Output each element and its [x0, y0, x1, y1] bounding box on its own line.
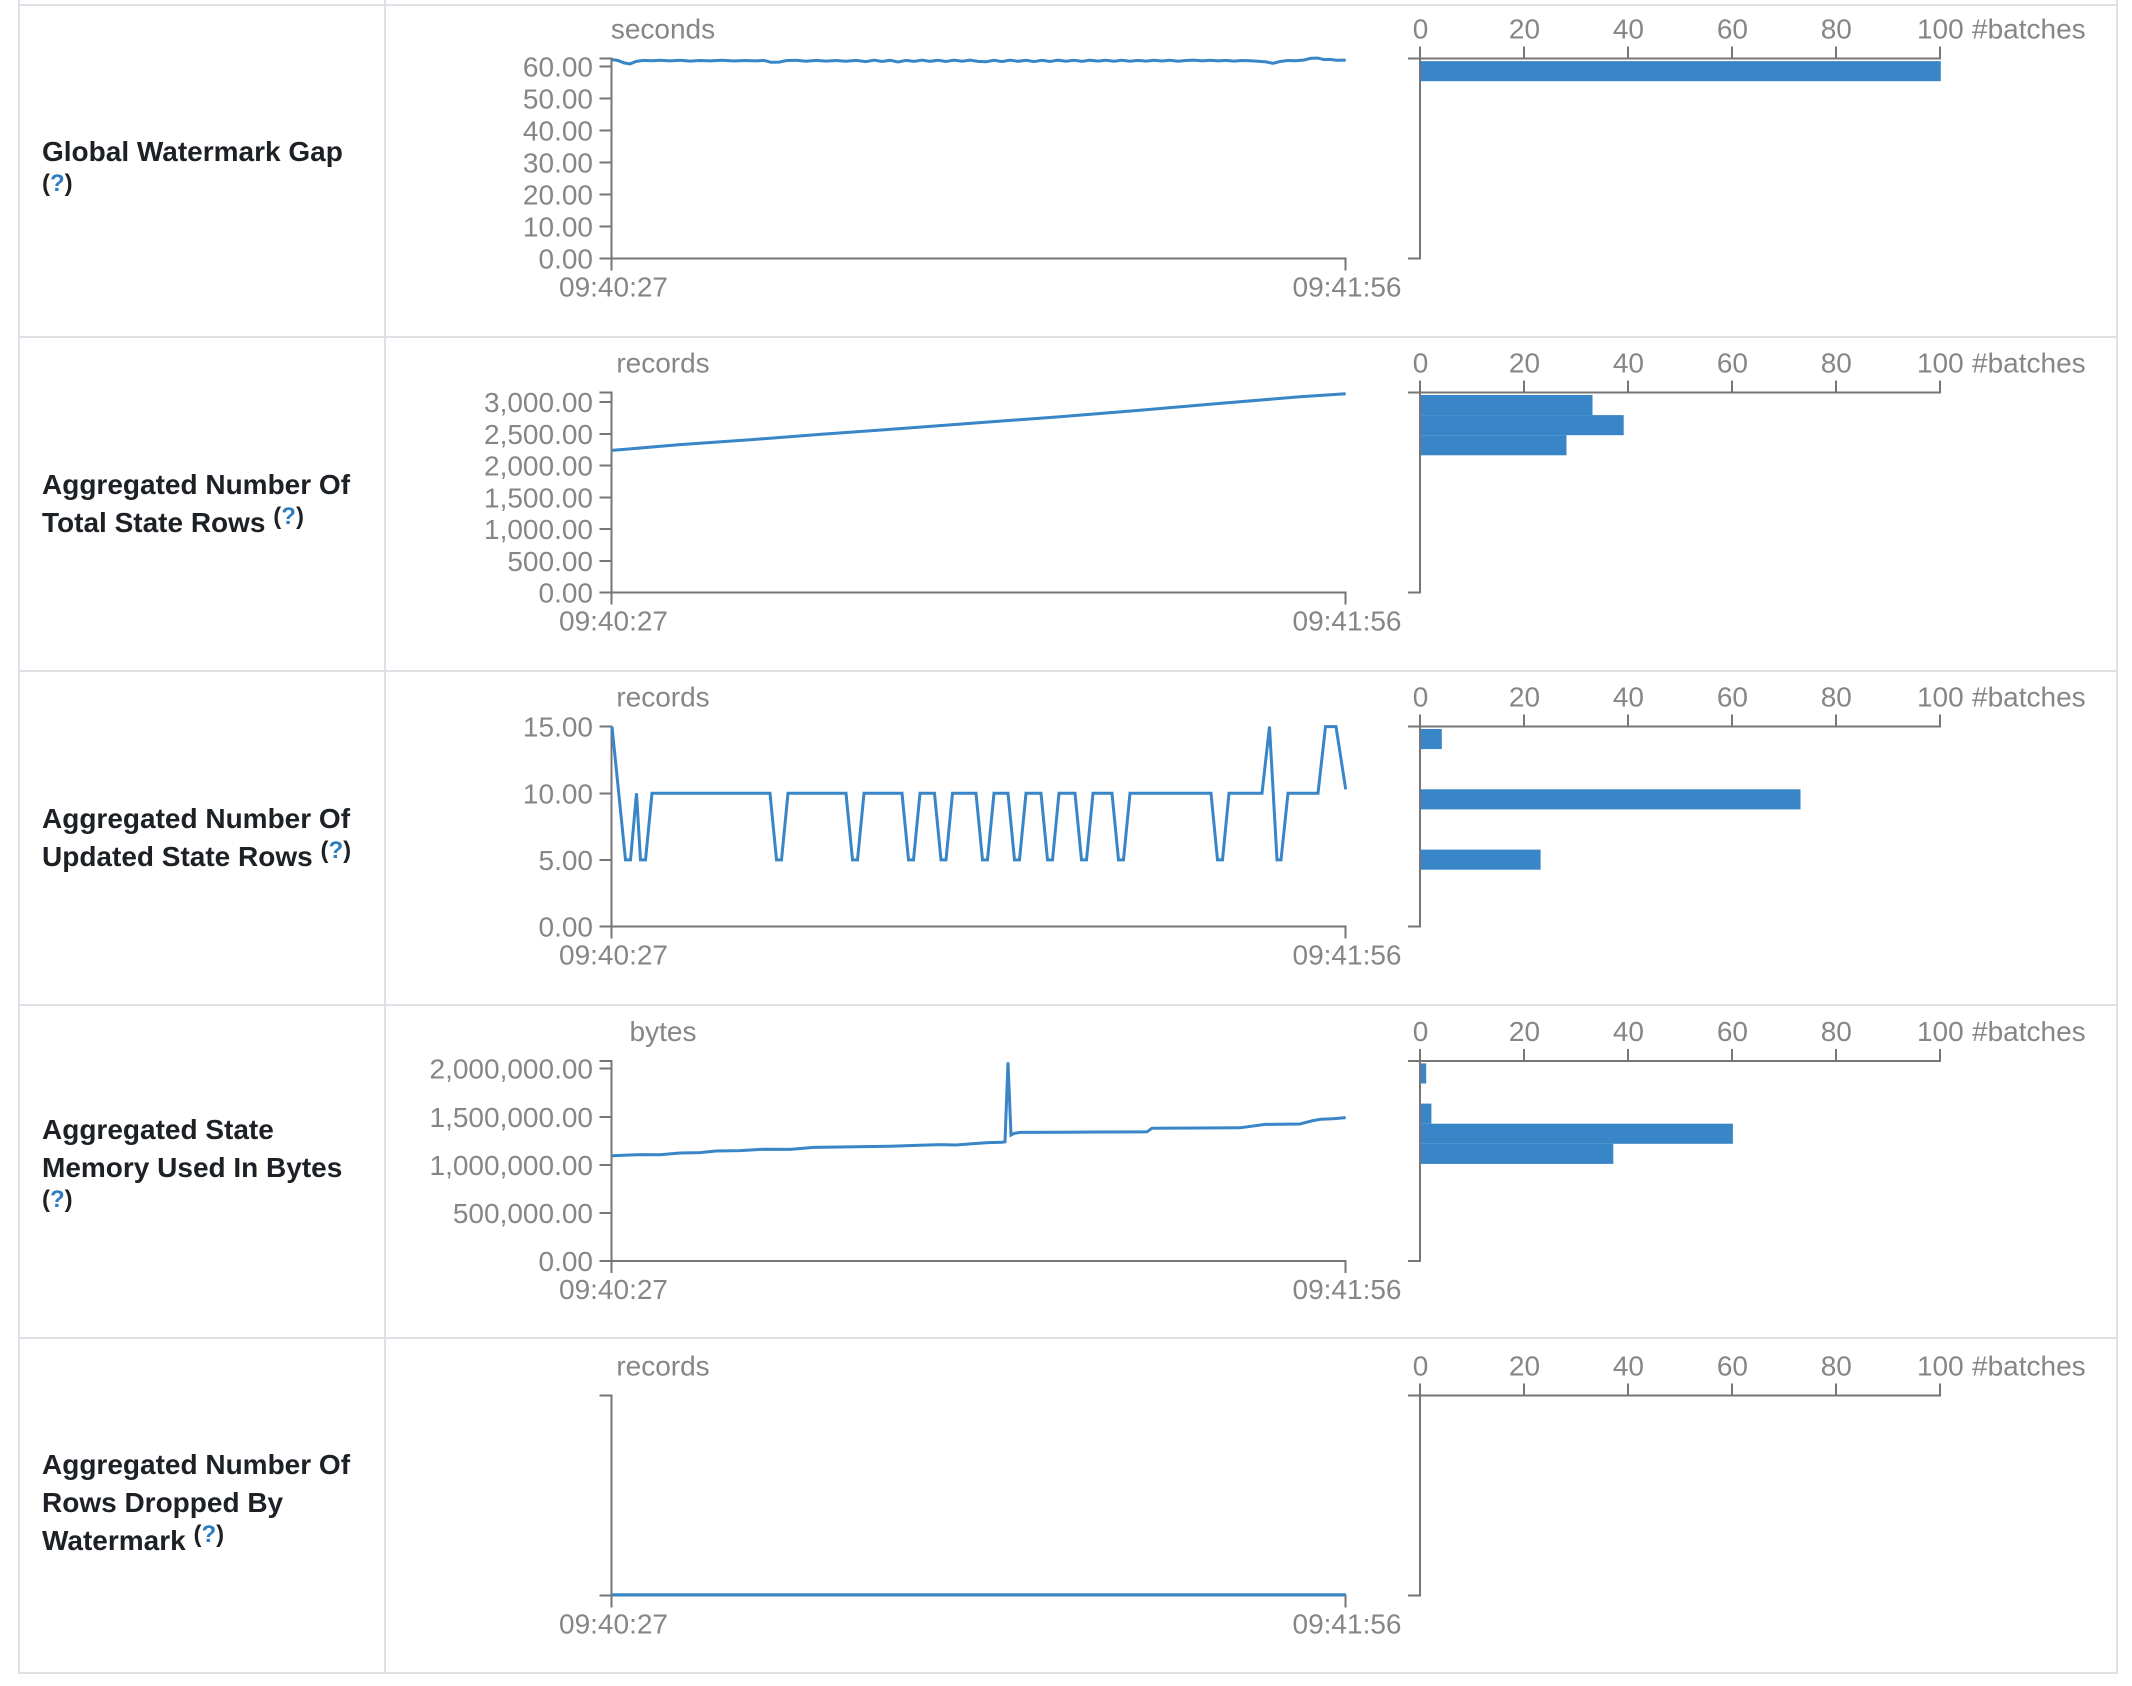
svg-text:60: 60	[1717, 682, 1748, 713]
svg-text:500.00: 500.00	[507, 546, 593, 577]
svg-text:0.00: 0.00	[539, 912, 594, 943]
svg-text:20: 20	[1509, 1016, 1540, 1047]
svg-text:50.00: 50.00	[523, 83, 593, 114]
svg-text:40: 40	[1613, 1350, 1644, 1381]
svg-text:seconds: seconds	[611, 14, 715, 45]
svg-text:1,000.00: 1,000.00	[484, 514, 593, 545]
svg-text:records: records	[616, 1350, 709, 1381]
svg-text:5.00: 5.00	[539, 845, 594, 876]
svg-text:100: 100	[1917, 348, 1964, 379]
svg-text:09:40:27: 09:40:27	[559, 272, 668, 303]
svg-text:records: records	[616, 348, 709, 379]
svg-text:#batches: #batches	[1972, 14, 2086, 45]
svg-text:09:41:56: 09:41:56	[1293, 1608, 1402, 1639]
svg-text:500,000.00: 500,000.00	[453, 1198, 593, 1229]
svg-text:80: 80	[1821, 14, 1852, 45]
svg-text:0.00: 0.00	[539, 244, 594, 275]
svg-text:100: 100	[1917, 682, 1964, 713]
svg-text:40.00: 40.00	[523, 116, 593, 147]
svg-text:60: 60	[1717, 1350, 1748, 1381]
svg-text:20: 20	[1509, 14, 1540, 45]
svg-text:40: 40	[1613, 682, 1644, 713]
svg-text:0.00: 0.00	[539, 578, 594, 609]
svg-text:#batches: #batches	[1972, 1016, 2086, 1047]
svg-text:2,000,000.00: 2,000,000.00	[430, 1054, 594, 1085]
svg-text:80: 80	[1821, 1016, 1852, 1047]
svg-text:0: 0	[1413, 1016, 1429, 1047]
svg-text:40: 40	[1613, 1016, 1644, 1047]
svg-text:80: 80	[1821, 348, 1852, 379]
svg-text:60: 60	[1717, 1016, 1748, 1047]
svg-text:10.00: 10.00	[523, 212, 593, 243]
svg-text:#batches: #batches	[1972, 1350, 2086, 1381]
svg-text:60: 60	[1717, 14, 1748, 45]
svg-text:20.00: 20.00	[523, 180, 593, 211]
svg-text:0: 0	[1413, 348, 1429, 379]
svg-text:09:41:56: 09:41:56	[1293, 606, 1402, 637]
svg-text:80: 80	[1821, 1350, 1852, 1381]
svg-text:#batches: #batches	[1972, 682, 2086, 713]
svg-text:1,000,000.00: 1,000,000.00	[430, 1150, 594, 1181]
svg-text:3,000.00: 3,000.00	[484, 387, 593, 418]
svg-text:09:40:27: 09:40:27	[559, 1274, 668, 1305]
svg-text:records: records	[616, 682, 709, 713]
svg-text:20: 20	[1509, 1350, 1540, 1381]
svg-text:60: 60	[1717, 348, 1748, 379]
svg-text:10.00: 10.00	[523, 778, 593, 809]
svg-text:60.00: 60.00	[523, 51, 593, 82]
svg-text:09:40:27: 09:40:27	[559, 1608, 668, 1639]
svg-text:09:41:56: 09:41:56	[1293, 1274, 1402, 1305]
svg-text:0: 0	[1413, 1350, 1429, 1381]
svg-text:09:41:56: 09:41:56	[1293, 272, 1402, 303]
svg-text:09:40:27: 09:40:27	[559, 940, 668, 971]
svg-text:15.00: 15.00	[523, 712, 593, 743]
svg-text:100: 100	[1917, 1350, 1964, 1381]
svg-text:20: 20	[1509, 348, 1540, 379]
svg-text:0.00: 0.00	[539, 1246, 594, 1277]
svg-text:100: 100	[1917, 14, 1964, 45]
svg-text:bytes: bytes	[630, 1016, 697, 1047]
svg-text:09:40:27: 09:40:27	[559, 606, 668, 637]
svg-text:#batches: #batches	[1972, 348, 2086, 379]
svg-text:100: 100	[1917, 1016, 1964, 1047]
svg-text:2,000.00: 2,000.00	[484, 451, 593, 482]
svg-text:30.00: 30.00	[523, 148, 593, 179]
svg-text:0: 0	[1413, 682, 1429, 713]
svg-text:20: 20	[1509, 682, 1540, 713]
svg-text:2,500.00: 2,500.00	[484, 419, 593, 450]
svg-text:40: 40	[1613, 348, 1644, 379]
svg-text:0: 0	[1413, 14, 1429, 45]
svg-text:09:41:56: 09:41:56	[1293, 940, 1402, 971]
svg-text:1,500.00: 1,500.00	[484, 482, 593, 513]
svg-text:1,500,000.00: 1,500,000.00	[430, 1102, 594, 1133]
svg-text:80: 80	[1821, 682, 1852, 713]
svg-text:40: 40	[1613, 14, 1644, 45]
